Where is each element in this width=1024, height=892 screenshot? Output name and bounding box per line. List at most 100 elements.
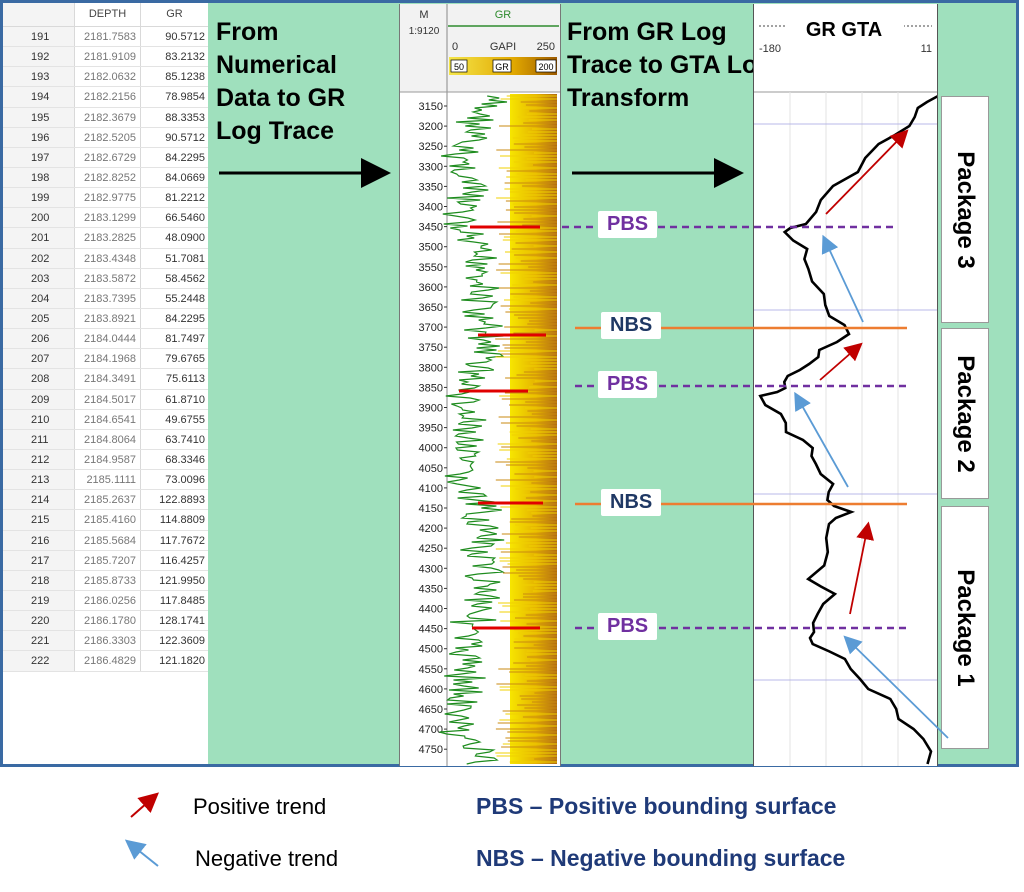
row-index: 209 — [3, 389, 75, 409]
row-depth: 2181.9109 — [75, 47, 141, 67]
row-depth: 2185.7207 — [75, 550, 141, 570]
row-index: 200 — [3, 208, 75, 228]
table-row: 203 2183.5872 58.4562 — [3, 268, 208, 289]
depth-tick-label: 3400 — [419, 202, 443, 214]
depth-tick-label: 4450 — [419, 624, 443, 636]
table-row: 200 2183.1299 66.5460 — [3, 208, 208, 229]
row-index: 218 — [3, 570, 75, 590]
row-index: 220 — [3, 611, 75, 631]
row-gr: 79.6765 — [165, 353, 205, 366]
gta-svg: GR GTA -180 11 — [754, 4, 939, 766]
row-gr: 90.5712 — [165, 131, 205, 144]
row-gr: 68.3346 — [165, 453, 205, 466]
row-depth: 2183.8921 — [75, 308, 141, 329]
row-gr: 48.0900 — [165, 232, 205, 245]
positive-arrow-2 — [819, 342, 863, 381]
row-index: 216 — [3, 530, 75, 550]
row-depth: 2185.8733 — [75, 570, 141, 590]
row-depth: 2182.6729 — [75, 147, 141, 167]
table-row: 195 2182.3679 88.3353 — [3, 107, 208, 128]
positive-arrow-1 — [825, 129, 909, 215]
row-depth: 2183.2825 — [75, 228, 141, 248]
depth-tick-label: 4550 — [419, 664, 443, 676]
row-gr: 81.2212 — [165, 192, 205, 205]
row-index: 201 — [3, 228, 75, 248]
gr-log-panel: M 1:9120 GR 0 GAPI 250 50 GR 200 3150 320… — [399, 4, 561, 766]
table-row: 199 2182.9775 81.2212 — [3, 188, 208, 209]
row-depth: 2184.6541 — [75, 409, 141, 429]
row-depth: 2182.2156 — [75, 87, 141, 107]
row-index: 193 — [3, 67, 75, 87]
surface-label-pbs-3: PBS — [598, 613, 658, 640]
table-row: 207 2184.1968 79.6765 — [3, 349, 208, 370]
row-gr: 66.5460 — [165, 212, 205, 225]
row-depth: 2186.4829 — [75, 651, 141, 671]
row-index: 191 — [3, 27, 75, 47]
depth-tick-label: 3700 — [419, 322, 443, 334]
row-index: 219 — [3, 590, 75, 611]
depth-tick-label: 3500 — [419, 242, 443, 254]
table-row: 204 2183.7395 55.2448 — [3, 288, 208, 309]
row-gr: 58.4562 — [165, 272, 205, 285]
row-index: 197 — [3, 147, 75, 167]
row-index: 195 — [3, 107, 75, 127]
row-gr: 83.2132 — [165, 51, 205, 64]
depth-axis: 3150 3200 3250 3300 3350 3400 3450 3500 3550 3600… — [419, 101, 447, 756]
table-row: 212 2184.9587 68.3346 — [3, 449, 208, 471]
range-min: 0 — [452, 41, 458, 53]
row-index: 217 — [3, 550, 75, 570]
depth-tick-label: 3300 — [419, 161, 443, 173]
depth-tick-label: 3800 — [419, 362, 443, 374]
table-row: 197 2182.6729 84.2295 — [3, 147, 208, 168]
table-row: 219 2186.0256 117.8485 — [3, 590, 208, 612]
legend-pbs-definition: PBS – Positive bounding surface — [476, 793, 837, 819]
legend-icons — [124, 792, 160, 867]
row-gr: 73.0096 — [165, 474, 205, 487]
row-depth: 2184.1968 — [75, 349, 141, 369]
table-row: 220 2186.1780 128.1741 — [3, 611, 208, 632]
title-gr-to-gta: From GR Log Trace to GTA Log Transform — [567, 18, 773, 112]
curve-name: GR — [495, 9, 512, 21]
row-gr: 88.3353 — [165, 111, 205, 124]
depth-tick-label: 3200 — [419, 121, 443, 133]
row-gr: 63.7410 — [165, 433, 205, 446]
row-gr: 84.2295 — [165, 151, 205, 164]
row-depth: 2186.0256 — [75, 590, 141, 611]
table-row: 198 2182.8252 84.0669 — [3, 167, 208, 189]
negative-trend-arrow-icon — [124, 839, 159, 867]
row-index: 214 — [3, 490, 75, 510]
surface-label-pbs-2: PBS — [598, 371, 658, 398]
depth-tick-label: 4650 — [419, 704, 443, 716]
range-max: 250 — [537, 41, 555, 53]
table-row: 217 2185.7207 116.4257 — [3, 550, 208, 571]
depth-tick-label: 4600 — [419, 684, 443, 696]
depth-tick-label: 4350 — [419, 583, 443, 595]
row-index: 202 — [3, 248, 75, 268]
row-gr: 61.8710 — [165, 393, 205, 406]
row-depth: 2183.1299 — [75, 208, 141, 228]
row-gr: 75.6113 — [166, 373, 205, 386]
depth-tick-label: 3650 — [419, 302, 443, 314]
surface-label-nbs-2: NBS — [601, 489, 662, 516]
table-header: DEPTH GR — [3, 3, 208, 27]
row-gr: 81.7497 — [165, 333, 205, 346]
depth-tick-label: 3150 — [419, 101, 443, 113]
table-row: 213 2185.1111 73.0096 — [3, 470, 208, 491]
row-depth: 2185.2637 — [75, 490, 141, 510]
row-index: 204 — [3, 288, 75, 308]
depth-tick-label: 4150 — [419, 503, 443, 515]
row-depth: 2182.5205 — [75, 127, 141, 147]
row-depth: 2185.4160 — [75, 510, 141, 530]
table-row: 221 2186.3303 122.3609 — [3, 631, 208, 652]
legend-nbs-definition: NBS – Negative bounding surface — [476, 845, 846, 871]
depth-scale: 1:9120 — [409, 26, 440, 37]
row-index: 203 — [3, 268, 75, 288]
row-index: 221 — [3, 631, 75, 651]
row-depth: 2185.1111 — [75, 470, 141, 490]
gta-range-max: 11 — [921, 43, 932, 55]
range-unit: GAPI — [490, 41, 516, 53]
table-row: 215 2185.4160 114.8809 — [3, 510, 208, 531]
row-index: 212 — [3, 449, 75, 470]
depth-tick-label: 3550 — [419, 262, 443, 274]
